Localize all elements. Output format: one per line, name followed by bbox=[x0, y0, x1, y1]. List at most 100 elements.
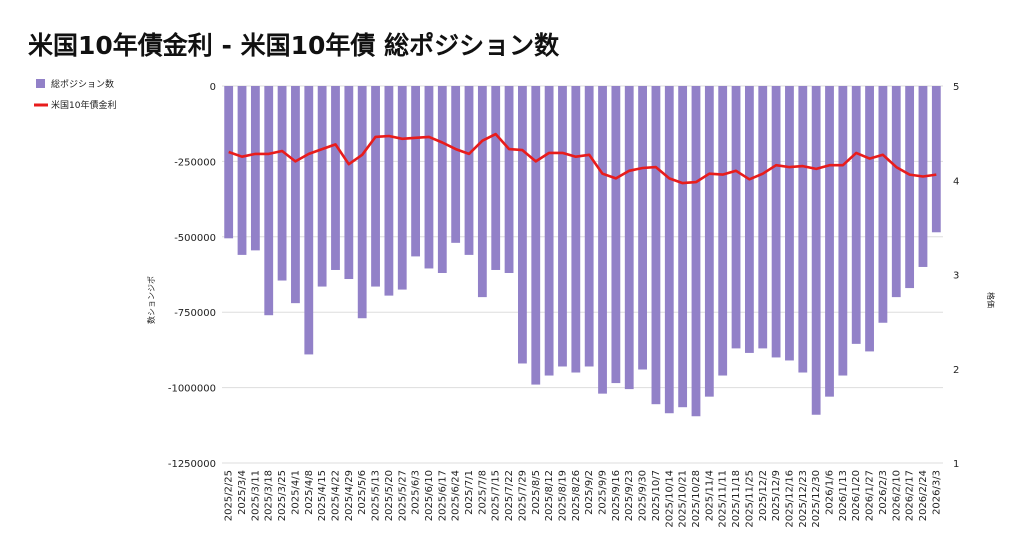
bar[interactable] bbox=[664, 86, 674, 414]
bar[interactable] bbox=[758, 86, 768, 349]
bar[interactable] bbox=[558, 86, 567, 367]
bar[interactable] bbox=[264, 86, 274, 316]
bar[interactable] bbox=[317, 86, 327, 287]
bar[interactable] bbox=[691, 86, 701, 417]
x-tick-label: 2025/5/13 bbox=[371, 470, 382, 521]
x-tick-label: 2025/5/20 bbox=[384, 470, 395, 521]
bar[interactable] bbox=[744, 86, 754, 353]
x-tick-label: 2025/3/11 bbox=[250, 470, 261, 521]
x-tick-label: 2026/2/17 bbox=[905, 470, 916, 521]
bar[interactable] bbox=[851, 86, 861, 344]
bar[interactable] bbox=[598, 86, 607, 394]
bar[interactable] bbox=[397, 86, 407, 290]
bar[interactable] bbox=[451, 86, 461, 243]
x-tick-label: 2026/1/6 bbox=[825, 470, 836, 515]
bar[interactable] bbox=[464, 86, 474, 255]
right-axis-ticks: 5 4 3 2 1 bbox=[953, 82, 959, 470]
right-tick-label: 5 bbox=[953, 82, 959, 93]
bar[interactable] bbox=[277, 86, 287, 281]
bar[interactable] bbox=[811, 86, 821, 415]
x-tick-label: 2025/9/2 bbox=[584, 470, 595, 515]
x-tick-label: 2025/4/29 bbox=[344, 470, 355, 521]
x-tick-label: 2025/11/18 bbox=[731, 470, 742, 528]
bar[interactable] bbox=[571, 86, 581, 373]
x-tick-label: 2025/7/8 bbox=[477, 470, 488, 515]
x-tick-label: 2025/8/19 bbox=[557, 470, 568, 521]
bar[interactable] bbox=[651, 86, 661, 405]
bar[interactable] bbox=[611, 86, 621, 384]
bar[interactable] bbox=[825, 86, 834, 397]
bar[interactable] bbox=[838, 86, 848, 376]
x-tick-label: 2025/5/27 bbox=[397, 470, 408, 521]
gridlines bbox=[222, 85, 943, 464]
bar[interactable] bbox=[518, 86, 527, 364]
bar[interactable] bbox=[250, 86, 260, 251]
x-tick-label: 2025/9/30 bbox=[638, 470, 649, 521]
left-tick-label: -250000 bbox=[174, 157, 216, 168]
bar[interactable] bbox=[477, 86, 487, 298]
bar[interactable] bbox=[224, 86, 234, 239]
bar[interactable] bbox=[891, 86, 901, 298]
bar[interactable] bbox=[771, 86, 781, 358]
right-tick-label: 2 bbox=[953, 365, 959, 376]
right-tick-label: 3 bbox=[953, 271, 959, 282]
bar[interactable] bbox=[424, 86, 434, 269]
x-tick-label: 2026/1/20 bbox=[851, 470, 862, 521]
x-tick-label: 2025/3/25 bbox=[277, 470, 288, 521]
bar[interactable] bbox=[731, 86, 741, 349]
x-tick-label: 2025/9/23 bbox=[624, 470, 635, 521]
x-tick-label: 2025/4/15 bbox=[317, 470, 328, 521]
bar[interactable] bbox=[237, 86, 247, 255]
right-tick-label: 4 bbox=[953, 176, 959, 187]
bar[interactable] bbox=[798, 86, 808, 373]
x-tick-label: 2025/12/16 bbox=[784, 470, 795, 528]
legend-label-yield[interactable]: 米国10年債金利 bbox=[51, 99, 116, 111]
x-tick-label: 2025/7/29 bbox=[517, 470, 528, 521]
bar-series bbox=[224, 86, 941, 417]
left-tick-label: 0 bbox=[210, 82, 216, 93]
x-tick-label: 2025/4/22 bbox=[330, 470, 341, 521]
bar[interactable] bbox=[718, 86, 728, 376]
x-tick-label: 2025/6/10 bbox=[424, 470, 435, 521]
chart-title: 米国10年債金利 - 米国10年債 総ポジション数 bbox=[28, 31, 560, 60]
bar[interactable] bbox=[584, 86, 594, 367]
x-tick-label: 2025/3/18 bbox=[264, 470, 275, 521]
bar[interactable] bbox=[704, 86, 714, 397]
x-tick-label: 2025/8/12 bbox=[544, 470, 555, 521]
x-tick-label: 2025/12/23 bbox=[798, 470, 809, 528]
x-tick-label: 2025/5/6 bbox=[357, 470, 368, 515]
left-tick-label: -1250000 bbox=[168, 459, 216, 470]
bar[interactable] bbox=[437, 86, 447, 273]
bar[interactable] bbox=[905, 86, 915, 289]
x-tick-label: 2025/9/9 bbox=[598, 470, 609, 515]
bar[interactable] bbox=[931, 86, 941, 233]
x-tick-label: 2025/12/9 bbox=[771, 470, 782, 521]
bar[interactable] bbox=[624, 86, 634, 390]
bar[interactable] bbox=[291, 86, 300, 304]
bar[interactable] bbox=[865, 86, 874, 352]
x-tick-label: 2025/4/1 bbox=[290, 470, 301, 515]
x-tick-label: 2025/6/17 bbox=[437, 470, 448, 521]
bar[interactable] bbox=[304, 86, 314, 355]
bar[interactable] bbox=[371, 86, 380, 287]
x-tick-label: 2025/3/4 bbox=[237, 470, 248, 515]
bar[interactable] bbox=[785, 86, 794, 361]
x-tick-label: 2025/6/24 bbox=[451, 470, 462, 521]
bar[interactable] bbox=[331, 86, 340, 270]
bar[interactable] bbox=[638, 86, 647, 370]
bar[interactable] bbox=[678, 86, 688, 408]
bar[interactable] bbox=[531, 86, 541, 385]
legend-label-positions[interactable]: 総ポジション数 bbox=[51, 78, 114, 90]
bar[interactable] bbox=[878, 86, 888, 323]
x-tick-label: 2026/2/10 bbox=[891, 470, 902, 521]
bar[interactable] bbox=[544, 86, 554, 376]
bar[interactable] bbox=[344, 86, 354, 280]
bar[interactable] bbox=[357, 86, 367, 319]
bar[interactable] bbox=[384, 86, 394, 296]
left-tick-label: -500000 bbox=[174, 233, 216, 244]
bar[interactable] bbox=[491, 86, 501, 270]
yield-line[interactable] bbox=[228, 132, 937, 185]
bar[interactable] bbox=[411, 86, 421, 257]
bar[interactable] bbox=[504, 86, 514, 273]
